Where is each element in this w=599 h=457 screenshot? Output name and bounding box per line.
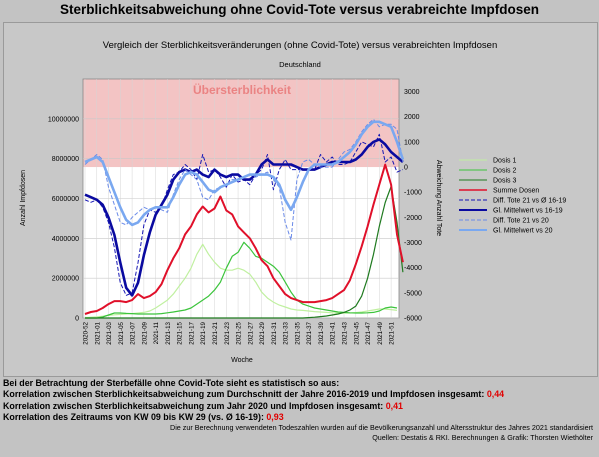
- x-ticks: 2020-52 2021-01 2021-03 2021-05 2021-07 2021-…: [83, 321, 396, 344]
- x-tick-label: 2021-49: [377, 321, 384, 344]
- chart: Vergleich der Sterblichkeitsveränderunge…: [20, 40, 566, 364]
- x-tick-label: 2021-27: [247, 321, 254, 344]
- series-line-dosis-1: [84, 243, 398, 319]
- x-tick-label: 2021-11: [153, 321, 160, 344]
- series-line-gl-mittelwert-vs-20: [84, 120, 405, 227]
- x-tick-label: 2021-37: [306, 321, 313, 344]
- footer-intro: Bei der Betrachtung der Sterbefälle ohne…: [3, 378, 340, 388]
- x-tick-label: 2021-09: [141, 321, 148, 344]
- legend-label: Gl. Mittelwert vs 20: [493, 228, 553, 235]
- x-tick-label: 2021-07: [130, 321, 137, 344]
- x-tick-label: 2021-45: [353, 321, 360, 344]
- series-line-gl-mittelwert-vs-16-19: [84, 138, 404, 297]
- correlation-row-3: Korrelation des Zeitraums von KW 09 bis …: [3, 412, 284, 422]
- legend-label: Dosis 3: [493, 178, 516, 185]
- y-right-tick-label: 3000: [404, 89, 420, 96]
- y-right-tick-label: -5000: [404, 290, 422, 297]
- y-right-tick-label: -6000: [404, 316, 422, 323]
- page-title: Sterblichkeitsabweichung ohne Covid-Tote…: [59, 2, 540, 17]
- series-line-summe-dosen: [84, 163, 404, 315]
- chart-subtitle: Deutschland: [279, 60, 321, 69]
- x-tick-label: 2021-03: [106, 321, 113, 344]
- y-right-tick-label: -3000: [404, 240, 422, 247]
- x-axis-label: Woche: [231, 357, 253, 364]
- y-left-ticks: 0 2000000 4000000 6000000 8000000 10000000: [48, 116, 79, 322]
- legend-label: Summe Dosen: [493, 188, 539, 195]
- x-tick-label: 2021-19: [200, 321, 207, 344]
- legend: Dosis 1 Dosis 2 Dosis 3 Summe Dosen Diff. To…: [459, 158, 566, 235]
- correlation-label-3: Korrelation des Zeitraums von KW 09 bis …: [3, 412, 264, 422]
- y-left-tick-label: 6000000: [52, 196, 79, 203]
- y-left-tick-label: 0: [75, 316, 79, 323]
- chart-panel: Vergleich der Sterblichkeitsveränderunge…: [3, 22, 598, 377]
- correlation-label-2: Korrelation zwischen Sterblichkeitsabwei…: [3, 401, 384, 411]
- correlation-value-1: 0,44: [486, 389, 505, 399]
- x-tick-label: 2021-51: [389, 321, 396, 344]
- correlation-row-2: Korrelation zwischen Sterblichkeitsabwei…: [3, 401, 403, 411]
- footer: Bei der Betrachtung der Sterbefälle ohne…: [3, 377, 596, 455]
- correlation-value-2: 0,41: [385, 401, 403, 411]
- x-tick-label: 2021-21: [212, 321, 219, 344]
- x-tick-label: 2021-15: [177, 321, 184, 344]
- y-left-tick-label: 8000000: [52, 156, 79, 163]
- y-right-tick-label: 0: [404, 165, 408, 172]
- x-tick-label: 2021-23: [224, 321, 231, 344]
- x-tick-label: 2021-47: [365, 321, 372, 344]
- uebersterblichkeit-label: Übersterblichkeit: [193, 82, 291, 97]
- y-left-axis-label: Anzahl Impfdosen: [20, 170, 27, 226]
- y-left-tick-label: 2000000: [52, 276, 79, 283]
- standardization-note: Die zur Berechnung verwendeten Todeszahl…: [170, 423, 593, 432]
- x-tick-label: 2021-29: [259, 321, 266, 344]
- legend-label: Dosis 2: [493, 168, 516, 175]
- y-right-tick-label: 2000: [404, 114, 420, 121]
- x-tick-label: 2021-13: [165, 321, 172, 344]
- legend-label: Diff. Tote 21 vs 20: [493, 218, 549, 225]
- x-tick-label: 2021-39: [318, 321, 325, 344]
- y-right-axis-label: Abweichung Anzahl Tote: [435, 160, 442, 236]
- y-right-ticks: -6000 -5000 -4000 -3000 -2000 -1000 0 1000 2000 3…: [404, 89, 422, 322]
- correlation-label-1: Korrelation zwischen Sterblichkeitsabwei…: [3, 389, 485, 399]
- legend-label: Gl. Mittelwert vs 16-19: [493, 208, 563, 215]
- x-tick-label: 2021-43: [342, 321, 349, 344]
- series-layer: [84, 118, 405, 319]
- legend-label: Dosis 1: [493, 158, 516, 165]
- correlation-row-1: Korrelation zwischen Sterblichkeitsabwei…: [3, 389, 504, 399]
- gridlines: [83, 79, 399, 319]
- y-left-tick-label: 4000000: [52, 236, 79, 243]
- x-tick-label: 2020-52: [83, 321, 90, 344]
- x-tick-label: 2021-35: [294, 321, 301, 344]
- y-right-tick-label: -2000: [404, 215, 422, 222]
- x-tick-label: 2021-41: [330, 321, 337, 344]
- y-right-tick-label: -1000: [404, 190, 422, 197]
- source-note: Quellen: Destatis & RKI. Berechnungen & …: [372, 433, 593, 442]
- y-left-tick-label: 10000000: [48, 116, 79, 123]
- y-right-tick-label: -4000: [404, 265, 422, 272]
- x-tick-label: 2021-17: [188, 321, 195, 344]
- x-tick-label: 2021-01: [94, 321, 101, 344]
- x-tick-label: 2021-31: [271, 321, 278, 344]
- x-tick-label: 2021-05: [118, 321, 125, 344]
- series-line-dosis-3: [85, 185, 404, 319]
- x-tick-label: 2021-33: [283, 321, 290, 344]
- chart-title: Vergleich der Sterblichkeitsveränderunge…: [103, 40, 497, 51]
- correlation-value-3: 0,93: [266, 412, 284, 422]
- excess-mortality-band: [83, 79, 399, 168]
- y-right-tick-label: 1000: [404, 139, 420, 146]
- legend-label: Diff. Tote 21 vs Ø 16-19: [493, 198, 566, 205]
- x-tick-label: 2021-25: [236, 321, 243, 344]
